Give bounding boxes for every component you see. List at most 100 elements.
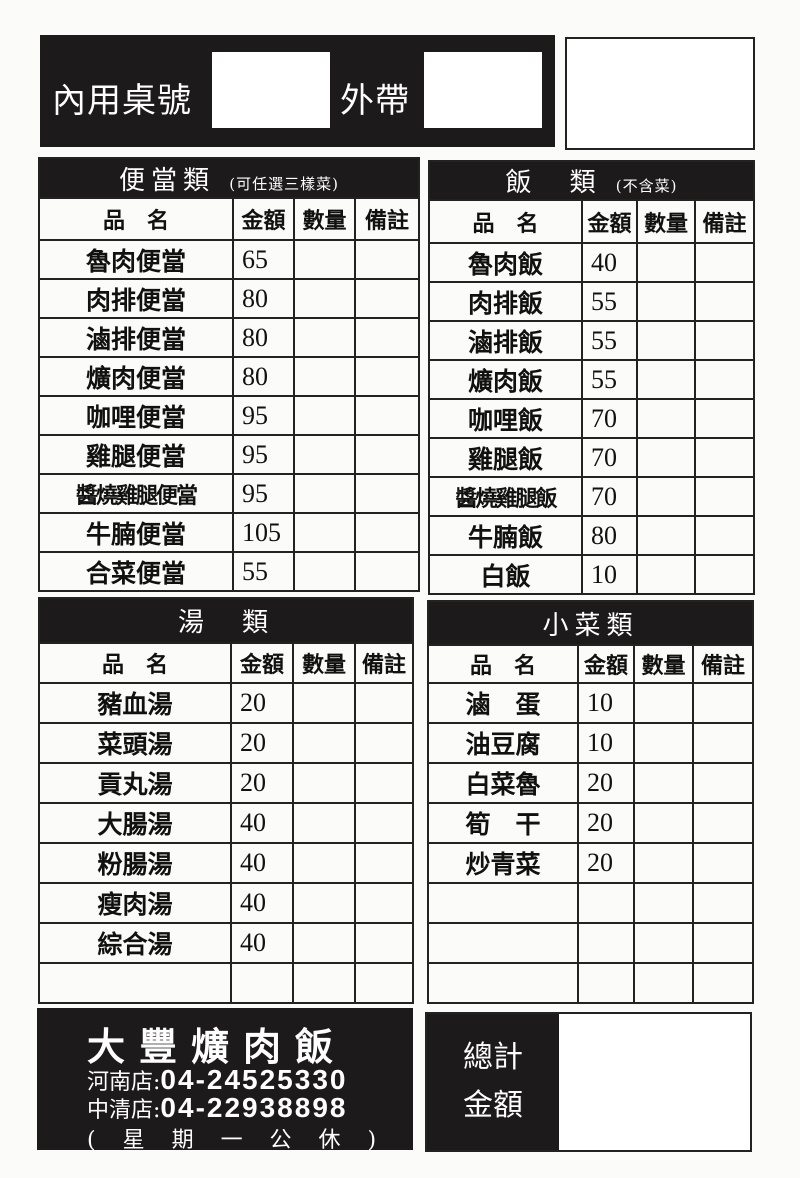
item-price: 55 xyxy=(581,359,638,400)
quantity-cell[interactable] xyxy=(293,434,356,475)
quantity-cell[interactable] xyxy=(292,802,356,844)
item-name: 合菜便當 xyxy=(38,551,234,592)
item-name: 爌肉便當 xyxy=(38,356,234,397)
note-cell[interactable] xyxy=(354,395,420,436)
note-cell[interactable] xyxy=(354,434,420,475)
restaurant-info: 大豐爌肉飯 河南店:04-24525330 中清店:04-22938898 ( … xyxy=(37,1008,413,1153)
note-cell[interactable] xyxy=(691,682,755,724)
quantity-cell[interactable] xyxy=(633,922,694,964)
note-cell[interactable] xyxy=(694,359,755,400)
quantity-cell[interactable] xyxy=(293,473,356,514)
note-cell[interactable] xyxy=(353,922,415,964)
note-cell[interactable] xyxy=(694,281,755,322)
quantity-cell[interactable] xyxy=(636,242,696,283)
item-name xyxy=(38,962,232,1004)
quantity-cell[interactable] xyxy=(292,682,356,724)
quantity-cell[interactable] xyxy=(633,882,694,924)
note-cell[interactable] xyxy=(691,802,755,844)
quantity-cell[interactable] xyxy=(293,395,356,436)
quantity-cell[interactable] xyxy=(636,398,696,439)
table-number-field[interactable] xyxy=(212,52,330,128)
quantity-cell[interactable] xyxy=(636,281,696,322)
quantity-cell[interactable] xyxy=(293,239,356,280)
note-cell[interactable] xyxy=(354,239,420,280)
note-cell[interactable] xyxy=(354,317,420,358)
quantity-cell[interactable] xyxy=(633,682,694,724)
note-cell[interactable] xyxy=(694,554,755,595)
quantity-cell[interactable] xyxy=(293,278,356,319)
quantity-cell[interactable] xyxy=(293,551,356,592)
note-cell[interactable] xyxy=(353,762,415,804)
order-note-box[interactable] xyxy=(565,37,755,150)
branch-2-phone: 04-22938898 xyxy=(160,1092,348,1123)
note-cell[interactable] xyxy=(353,842,415,884)
quantity-cell[interactable] xyxy=(633,802,694,844)
quantity-cell[interactable] xyxy=(633,762,694,804)
note-cell[interactable] xyxy=(694,398,755,439)
total-amount-field[interactable] xyxy=(559,1014,750,1150)
note-cell[interactable] xyxy=(354,278,420,319)
column-header-name: 品 名 xyxy=(38,197,234,241)
column-header-price: 金額 xyxy=(232,197,295,241)
note-cell[interactable] xyxy=(354,551,420,592)
note-cell[interactable] xyxy=(353,682,415,724)
note-cell[interactable] xyxy=(691,762,755,804)
note-cell[interactable] xyxy=(694,476,755,517)
column-header-name: 品 名 xyxy=(38,642,232,684)
item-name: 炒青菜 xyxy=(427,842,579,884)
item-name: 油豆腐 xyxy=(427,722,579,764)
quantity-cell[interactable] xyxy=(636,320,696,361)
note-cell[interactable] xyxy=(691,962,755,1004)
note-cell[interactable] xyxy=(353,802,415,844)
note-cell[interactable] xyxy=(353,882,415,924)
note-cell[interactable] xyxy=(691,722,755,764)
takeout-field[interactable] xyxy=(424,52,542,128)
note-cell[interactable] xyxy=(694,515,755,556)
item-name xyxy=(427,962,579,1004)
note-cell[interactable] xyxy=(354,473,420,514)
item-name: 咖哩便當 xyxy=(38,395,234,436)
table-row: 醬燒雞腿便當 95 xyxy=(38,473,420,514)
quantity-cell[interactable] xyxy=(636,437,696,478)
quantity-cell[interactable] xyxy=(292,882,356,924)
item-price: 10 xyxy=(581,554,638,595)
total-label: 總計 金額 xyxy=(427,1014,559,1150)
quantity-cell[interactable] xyxy=(292,922,356,964)
note-cell[interactable] xyxy=(691,842,755,884)
item-price: 95 xyxy=(232,395,295,436)
note-cell[interactable] xyxy=(691,922,755,964)
note-cell[interactable] xyxy=(353,722,415,764)
quantity-cell[interactable] xyxy=(636,359,696,400)
rice-table: 飯 類 (不含菜) 品 名金額 數量 備註 魯肉飯 40 肉排飯 55 滷排飯 55 爌肉飯 55 咖哩… xyxy=(428,160,755,595)
item-name: 滷 蛋 xyxy=(427,682,579,724)
quantity-cell[interactable] xyxy=(292,722,356,764)
note-cell[interactable] xyxy=(691,882,755,924)
quantity-cell[interactable] xyxy=(636,554,696,595)
section-subtitle: (不含菜) xyxy=(615,177,678,195)
note-cell[interactable] xyxy=(353,962,415,1004)
note-cell[interactable] xyxy=(354,512,420,553)
column-header-note: 備註 xyxy=(354,197,420,241)
note-cell[interactable] xyxy=(694,437,755,478)
quantity-cell[interactable] xyxy=(292,762,356,804)
quantity-cell[interactable] xyxy=(293,512,356,553)
closed-day: ( 星 期 一 公 休 ) xyxy=(87,1128,387,1153)
quantity-cell[interactable] xyxy=(636,476,696,517)
note-cell[interactable] xyxy=(354,356,420,397)
quantity-cell[interactable] xyxy=(633,842,694,884)
quantity-cell[interactable] xyxy=(293,356,356,397)
quantity-cell[interactable] xyxy=(636,515,696,556)
table-row: 牛腩飯 80 xyxy=(428,515,755,556)
quantity-cell[interactable] xyxy=(292,962,356,1004)
note-cell[interactable] xyxy=(694,242,755,283)
quantity-cell[interactable] xyxy=(633,962,694,1004)
item-name: 白菜魯 xyxy=(427,762,579,804)
item-name: 魯肉飯 xyxy=(428,242,583,283)
note-cell[interactable] xyxy=(694,320,755,361)
quantity-cell[interactable] xyxy=(292,842,356,884)
brand-name: 大豐爌肉飯 xyxy=(87,1024,348,1069)
quantity-cell[interactable] xyxy=(633,722,694,764)
quantity-cell[interactable] xyxy=(293,317,356,358)
item-name xyxy=(427,882,579,924)
item-name: 牛腩飯 xyxy=(428,515,583,556)
